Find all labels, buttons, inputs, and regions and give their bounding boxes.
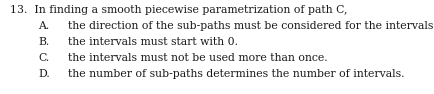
- Text: D.: D.: [38, 69, 50, 79]
- Text: 13.  In finding a smooth piecewise parametrization of path C,: 13. In finding a smooth piecewise parame…: [10, 5, 348, 15]
- Text: C.: C.: [38, 53, 49, 63]
- Text: the number of sub-paths determines the number of intervals.: the number of sub-paths determines the n…: [68, 69, 404, 79]
- Text: the intervals must not be used more than once.: the intervals must not be used more than…: [68, 53, 328, 63]
- Text: the direction of the sub-paths must be considered for the intervals.: the direction of the sub-paths must be c…: [68, 21, 434, 31]
- Text: B.: B.: [38, 37, 49, 47]
- Text: the intervals must start with 0.: the intervals must start with 0.: [68, 37, 238, 47]
- Text: A.: A.: [38, 21, 49, 31]
